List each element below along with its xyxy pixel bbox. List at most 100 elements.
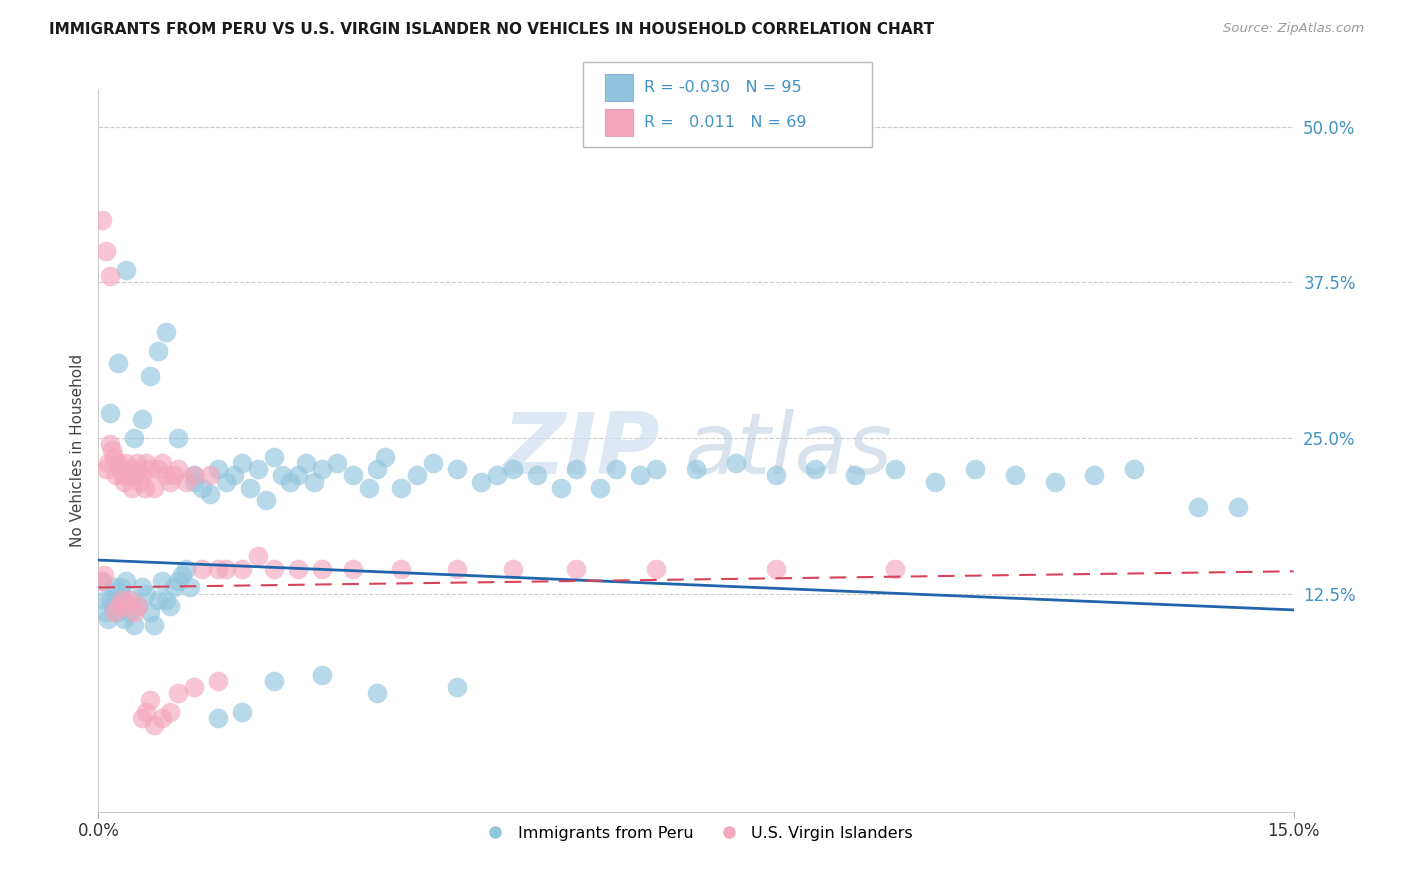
Point: [139, 462, 162, 476]
Point: [148, 462, 170, 476]
Point: [139, 692, 162, 706]
Point: [96, 244, 118, 259]
Point: [215, 475, 238, 489]
Point: [110, 581, 132, 595]
Point: [311, 562, 333, 576]
Point: [470, 475, 492, 489]
Point: [422, 456, 444, 470]
Point: [155, 468, 177, 483]
Point: [174, 562, 197, 576]
Point: [924, 475, 946, 489]
Point: [124, 468, 146, 483]
Point: [120, 593, 142, 607]
Point: [263, 450, 285, 464]
Point: [246, 462, 269, 476]
Point: [191, 481, 214, 495]
Point: [605, 462, 627, 476]
Point: [150, 456, 173, 470]
Text: IMMIGRANTS FROM PERU VS U.S. VIRGIN ISLANDER NO VEHICLES IN HOUSEHOLD CORRELATIO: IMMIGRANTS FROM PERU VS U.S. VIRGIN ISLA…: [49, 22, 935, 37]
Point: [127, 462, 149, 476]
Point: [107, 606, 129, 620]
Point: [278, 475, 301, 489]
Point: [139, 606, 162, 620]
Text: atlas: atlas: [685, 409, 891, 492]
Point: [124, 606, 146, 620]
Point: [685, 462, 707, 476]
Point: [311, 667, 333, 681]
Point: [172, 568, 194, 582]
Point: [97, 612, 120, 626]
Point: [91, 574, 114, 589]
Point: [270, 468, 292, 483]
Point: [93, 568, 115, 582]
Point: [143, 481, 166, 495]
Point: [628, 468, 651, 483]
Point: [124, 618, 146, 632]
Point: [183, 468, 205, 483]
Point: [765, 468, 787, 483]
Point: [263, 673, 285, 688]
Point: [765, 562, 787, 576]
Point: [550, 481, 572, 495]
Point: [359, 481, 381, 495]
Point: [101, 443, 124, 458]
Point: [502, 562, 524, 576]
Point: [389, 481, 412, 495]
Point: [589, 481, 612, 495]
Point: [118, 468, 141, 483]
Point: [239, 481, 262, 495]
Legend: Immigrants from Peru, U.S. Virgin Islanders: Immigrants from Peru, U.S. Virgin Island…: [472, 820, 920, 847]
Point: [155, 325, 177, 339]
Point: [179, 581, 201, 595]
Point: [502, 462, 524, 476]
Point: [724, 456, 747, 470]
Point: [174, 475, 197, 489]
Point: [148, 343, 170, 358]
Point: [155, 593, 177, 607]
Point: [565, 462, 588, 476]
Point: [115, 262, 138, 277]
Point: [115, 456, 138, 470]
Point: [98, 268, 122, 283]
Point: [263, 562, 285, 576]
Point: [131, 581, 153, 595]
Point: [183, 468, 205, 483]
Point: [207, 673, 229, 688]
Point: [191, 562, 214, 576]
Text: ZIP: ZIP: [502, 409, 661, 492]
Point: [124, 431, 146, 445]
Point: [231, 562, 253, 576]
Point: [163, 468, 186, 483]
Point: [148, 593, 170, 607]
Point: [302, 475, 325, 489]
Point: [112, 612, 135, 626]
Point: [963, 462, 986, 476]
Point: [125, 456, 148, 470]
Point: [294, 456, 316, 470]
Point: [1083, 468, 1105, 483]
Point: [485, 468, 508, 483]
Point: [163, 581, 186, 595]
Point: [112, 475, 135, 489]
Point: [121, 481, 143, 495]
Point: [342, 562, 364, 576]
Point: [167, 431, 190, 445]
Point: [231, 456, 253, 470]
Point: [103, 450, 125, 464]
Point: [101, 599, 124, 614]
Point: [254, 493, 277, 508]
Point: [131, 412, 153, 426]
Point: [446, 562, 468, 576]
Point: [131, 468, 153, 483]
Point: [131, 711, 153, 725]
Point: [111, 593, 134, 607]
Point: [222, 468, 245, 483]
Point: [108, 462, 131, 476]
Point: [311, 462, 333, 476]
Point: [107, 356, 129, 370]
Point: [1004, 468, 1026, 483]
Point: [207, 711, 229, 725]
Point: [207, 562, 229, 576]
Point: [104, 468, 127, 483]
Point: [159, 705, 181, 719]
